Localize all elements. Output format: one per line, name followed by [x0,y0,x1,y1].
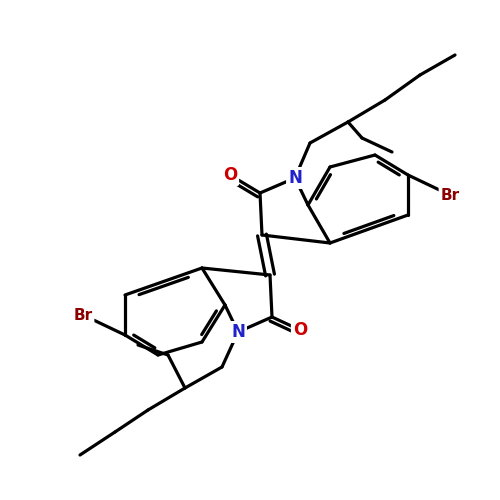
Text: Br: Br [74,308,92,322]
Text: N: N [288,169,302,187]
Text: Br: Br [440,188,460,202]
Text: O: O [223,166,237,184]
Text: N: N [231,323,245,341]
Text: O: O [293,321,307,339]
